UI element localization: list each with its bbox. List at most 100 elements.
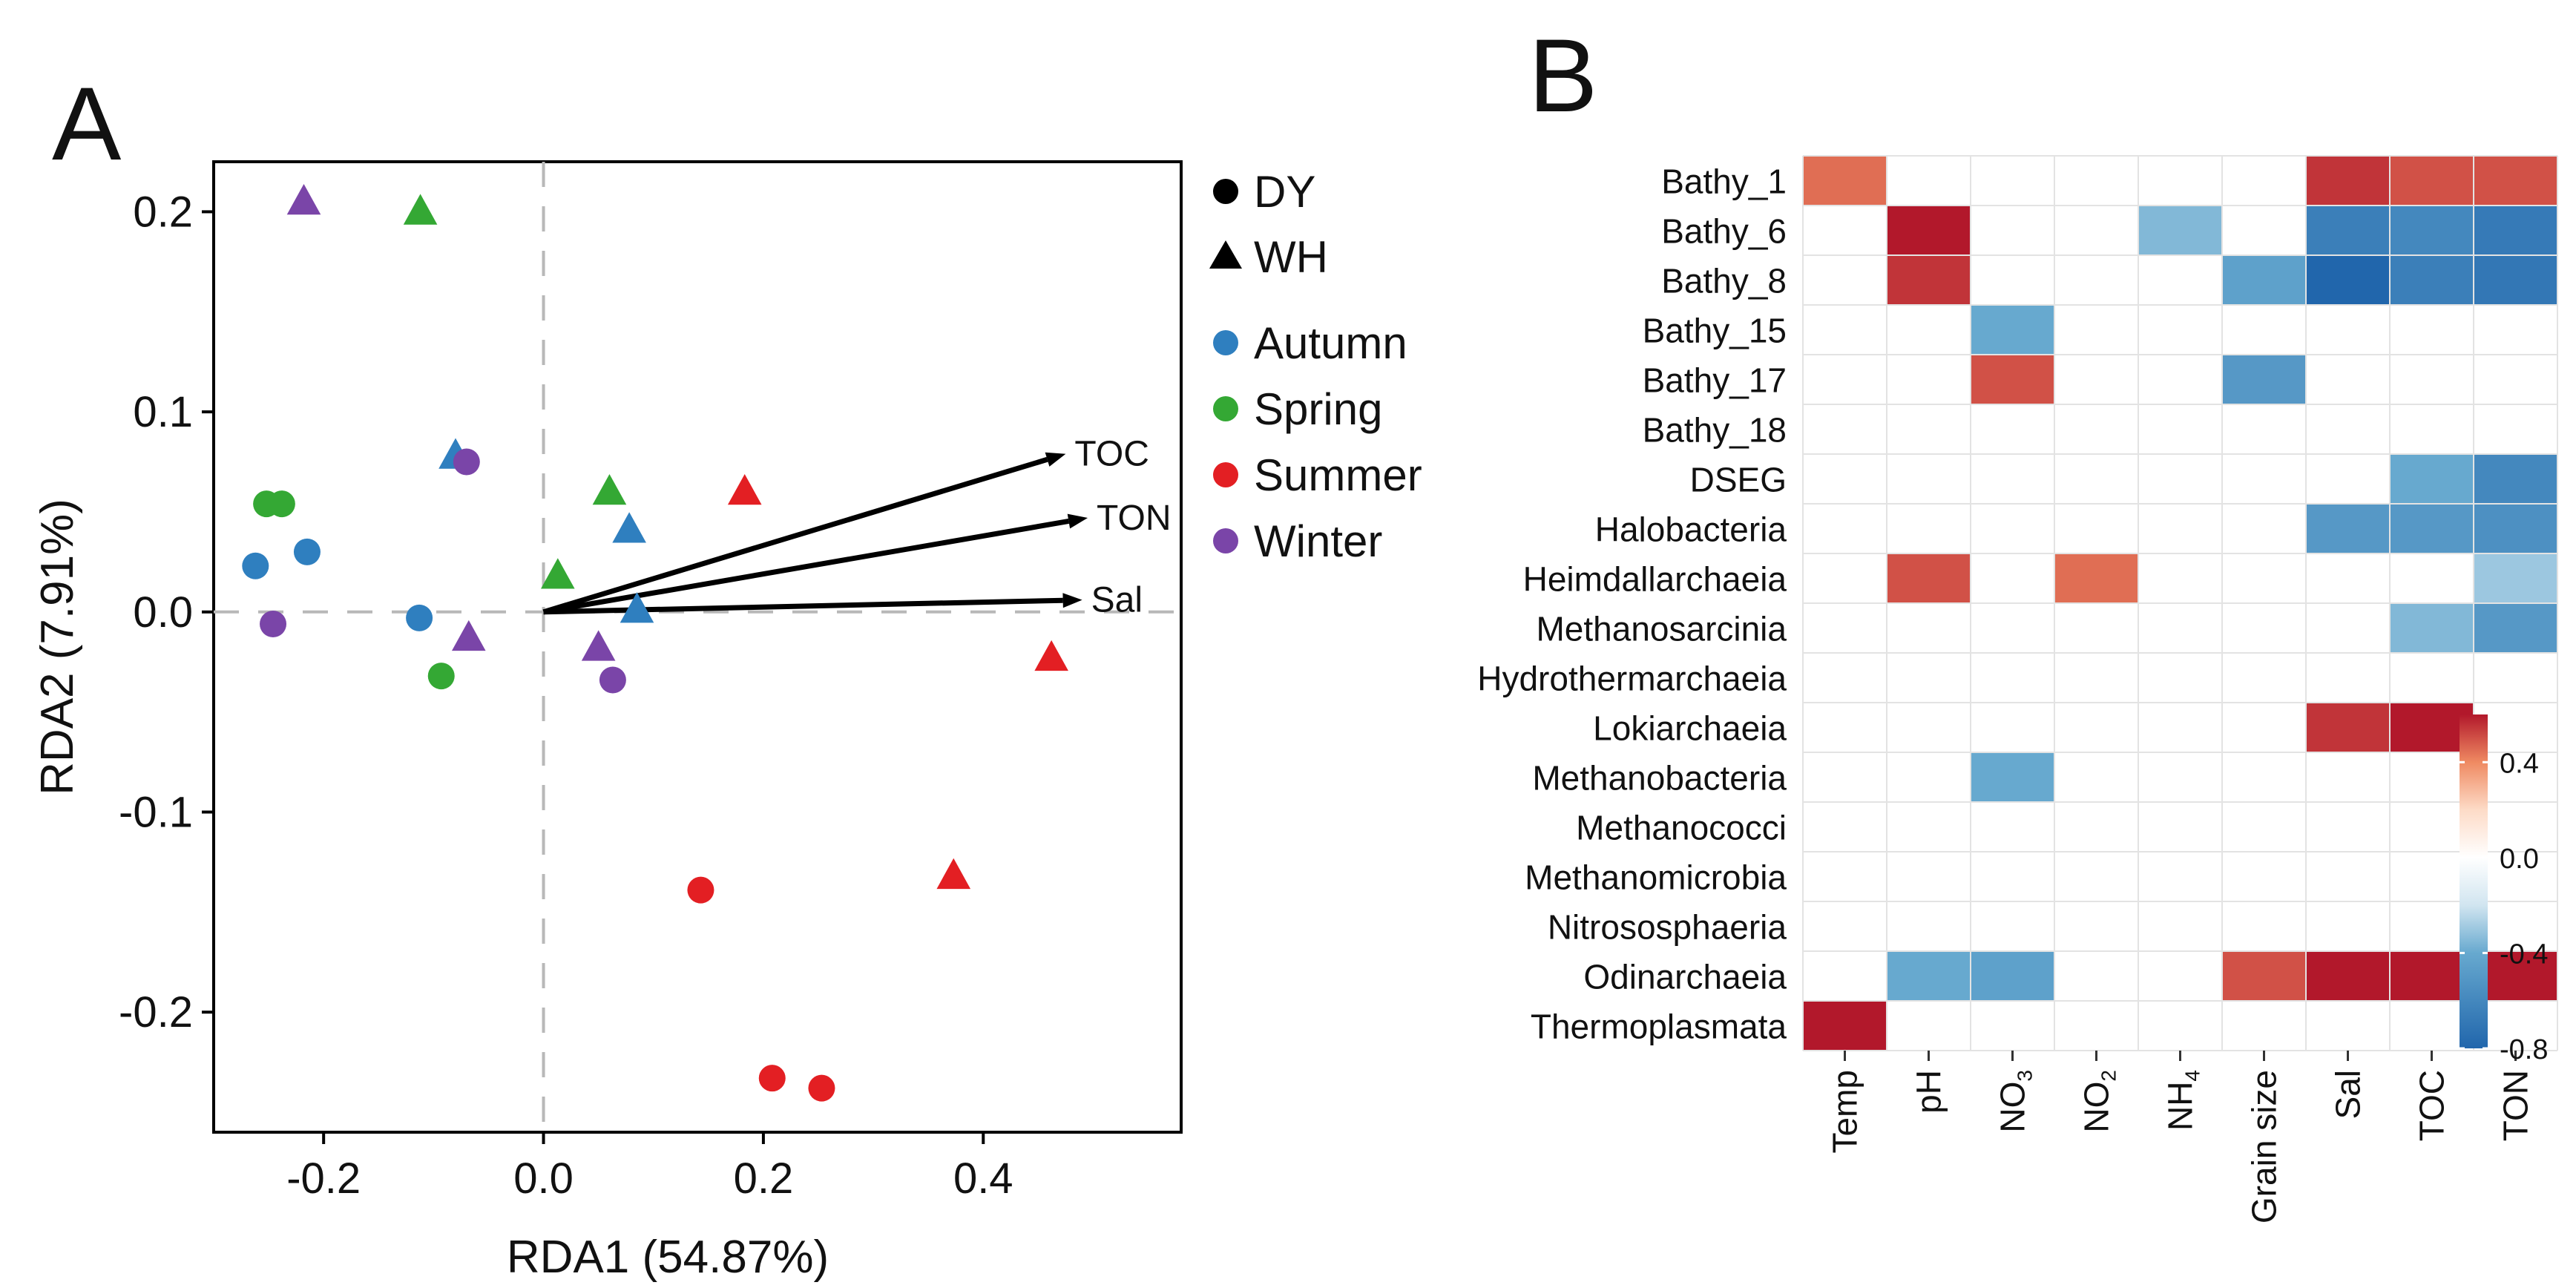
heatmap-cell [2054,901,2138,951]
column-label: Sal [2329,1070,2368,1119]
heatmap-cell [2306,852,2390,901]
column-label: TOC [2413,1070,2451,1141]
heatmap-cell [2138,752,2222,802]
heatmap-cell [1887,1001,1971,1051]
heatmap-cell [2222,951,2306,1001]
heatmap-cell [1803,454,1887,504]
heatmap-cell [2138,852,2222,901]
colorbar: 0.4 0.0 -0.4 -0.8 [2460,714,2548,1065]
heatmap-cell [2222,305,2306,355]
heatmap-cell [2474,454,2557,504]
heatmap-cell [2222,703,2306,752]
point-wh-spring [403,194,438,225]
heatmap-cell [1803,603,1887,653]
vector-label: TON [1097,499,1171,538]
heatmap-cell [2390,255,2474,305]
row-label: Methanosarcinia [1536,610,1787,648]
heatmap-cell [1971,653,2054,703]
heatmap-cell [2054,653,2138,703]
heatmap-cell [2222,553,2306,603]
heatmap-cell [1887,653,1971,703]
point-wh-winter [286,183,321,215]
heatmap-cell [2054,603,2138,653]
heatmap-cell [2054,206,2138,255]
heatmap-cell [1803,802,1887,852]
rda-plot-frame [212,160,1183,1134]
y-tick-label: -0.2 [119,988,193,1036]
heatmap-cell [2390,653,2474,703]
heatmap-cell [2390,404,2474,454]
heatmap-cell [1971,703,2054,752]
point-wh-winter [451,620,486,651]
row-label: Bathy_17 [1643,361,1787,400]
point-wh-spring [592,473,627,505]
heatmap-cell [2390,553,2474,603]
heatmap-cell [1887,404,1971,454]
heatmap-cell [2474,206,2557,255]
heatmap-cell [2306,355,2390,404]
point-dy-spring [268,490,295,518]
x-tick-label: 0.0 [513,1154,574,1203]
heatmap-cell [1803,752,1887,802]
vector-label: TOC [1074,435,1149,474]
panel-a-rda-plot: A TOC TON Sal -0.2 0.0 0.2 0.4 -0.2 -0.1 0.0 0.1… [32,65,1422,1283]
heatmap-cell [2390,156,2474,206]
heatmap-cell [1971,802,2054,852]
legend-season-label: Spring [1254,384,1382,434]
column-label: NH4 [2161,1070,2204,1131]
heatmap-cell [2306,305,2390,355]
heatmap-cell [1887,305,1971,355]
y-tick-label: -0.1 [119,788,193,836]
column-label: NO2 [2077,1070,2120,1133]
sample-points [242,183,1068,1102]
heatmap-cell [2306,603,2390,653]
heatmap-cell [2138,305,2222,355]
heatmap-cell [1887,703,1971,752]
row-label: Bathy_8 [1661,262,1787,300]
heatmap-cell [1887,206,1971,255]
heatmap-cell [1887,553,1971,603]
heatmap-cell [2222,653,2306,703]
column-label: NO3 [1994,1070,2037,1133]
heatmap-cell [2222,852,2306,901]
heatmap-cell [2306,653,2390,703]
point-wh-summer [936,858,971,890]
legend-shape-label: WH [1254,232,1328,282]
point-dy-autumn [293,538,321,565]
heatmap-cell [2222,454,2306,504]
vector-label: Sal [1091,581,1143,620]
heatmap-cell [2054,553,2138,603]
heatmap-cell [1803,255,1887,305]
heatmap-cell [2054,454,2138,504]
x-axis-label: RDA1 (54.87%) [507,1232,829,1283]
heatmap-cell [2306,255,2390,305]
legend-season-swatch [1213,528,1238,553]
row-label: Heimdallarchaeia [1523,560,1787,599]
heatmap-cell [1803,355,1887,404]
heatmap-cell [2306,1001,2390,1051]
row-label: Hydrothermarchaeia [1477,660,1787,698]
point-wh-spring [541,558,575,589]
heatmap-cell [1803,305,1887,355]
heatmap-cell [1803,156,1887,206]
row-label: Halobacteria [1595,510,1787,549]
x-tick-label: 0.2 [734,1154,794,1203]
heatmap-cell [1803,504,1887,553]
heatmap-cell [2222,504,2306,553]
heatmap-cell [2138,504,2222,553]
heatmap-cell [1887,504,1971,553]
heatmap-cell [1803,703,1887,752]
point-dy-autumn [406,604,433,631]
heatmap-cell [2474,255,2557,305]
heatmap-cell [1803,206,1887,255]
row-label: Thermoplasmata [1531,1008,1787,1046]
heatmap-cell [2474,156,2557,206]
legend-season-label: Summer [1254,450,1422,500]
legend-circle-symbol [1213,179,1238,204]
heatmap-cell [1887,355,1971,404]
vector-line [543,597,1063,615]
heatmap-cell [2306,156,2390,206]
heatmap-cell [1887,255,1971,305]
heatmap-cell [1887,603,1971,653]
